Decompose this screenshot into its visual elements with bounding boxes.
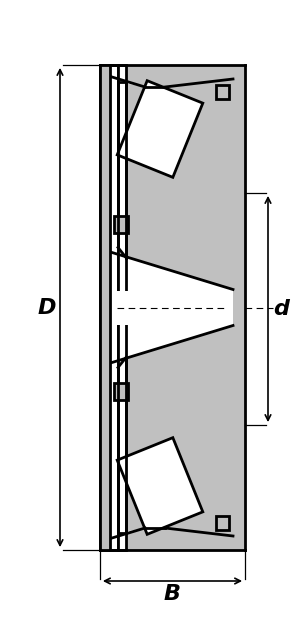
Bar [118, 65, 126, 550]
Bar [100, 308, 112, 550]
Bar [233, 308, 245, 550]
Polygon shape [114, 382, 128, 399]
Bar [100, 65, 112, 550]
Polygon shape [216, 516, 229, 530]
Text: D: D [38, 298, 56, 318]
Polygon shape [114, 216, 128, 232]
Polygon shape [216, 85, 229, 99]
Text: d: d [273, 299, 289, 319]
Polygon shape [118, 357, 126, 533]
Polygon shape [112, 326, 233, 536]
Text: B: B [164, 584, 181, 604]
Bar [112, 291, 233, 324]
Bar [100, 65, 112, 308]
Polygon shape [117, 438, 203, 534]
Polygon shape [100, 528, 245, 550]
Polygon shape [118, 82, 126, 258]
Polygon shape [112, 79, 233, 289]
Bar [110, 65, 118, 550]
Polygon shape [100, 65, 245, 87]
Polygon shape [117, 81, 203, 178]
Bar [233, 65, 245, 308]
